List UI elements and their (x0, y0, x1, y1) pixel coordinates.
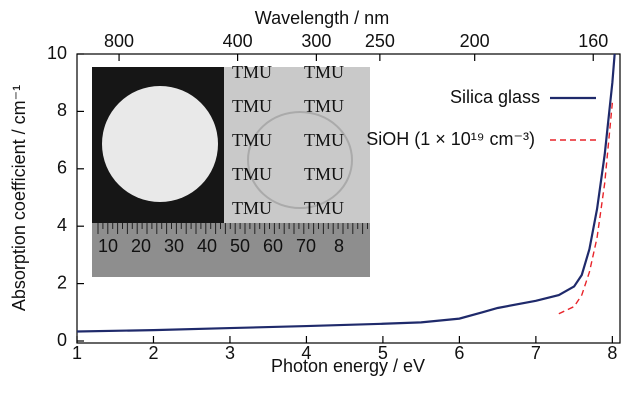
x-tick-label: 2 (148, 343, 158, 363)
x2-tick-label: 160 (578, 31, 608, 51)
x-tick-label: 8 (607, 343, 617, 363)
x-tick-label: 5 (378, 343, 388, 363)
ruler-label: 40 (197, 236, 217, 256)
inset-text: TMU (304, 62, 344, 82)
x-tick-label: 4 (301, 343, 311, 363)
series-line (76, 53, 616, 333)
y-tick-label: 8 (57, 100, 67, 120)
y-tick-label: 6 (57, 158, 67, 178)
ruler-label: 10 (98, 236, 118, 256)
ruler-label: 60 (263, 236, 283, 256)
x2-tick-label: 250 (365, 31, 395, 51)
x2-tick-label: 400 (223, 31, 253, 51)
y-axis-label: Absorption coefficient / cm⁻¹ (9, 85, 29, 311)
inset-text: TMU (232, 62, 272, 82)
inset-photo: TMU TMU TMU TMU TMU TMU TMU TMU TMU TMU 10 20 30 40 50… (92, 62, 370, 277)
inset-text: TMU (304, 164, 344, 184)
y-tick-label: 10 (47, 43, 67, 63)
y-tick-label: 2 (57, 272, 67, 292)
legend-label: Silica glass (450, 87, 540, 107)
y-tick-label: 0 (57, 330, 67, 350)
ruler-label: 70 (296, 236, 316, 256)
x2-tick-label: 200 (460, 31, 490, 51)
sample-disk (102, 86, 218, 202)
series-line (558, 102, 614, 315)
inset-text: TMU (304, 96, 344, 116)
ruler-label: 8 (334, 236, 344, 256)
legend-label: SiOH (1 × 10¹⁹ cm⁻³) (366, 129, 535, 149)
x-tick-label: 3 (225, 343, 235, 363)
x2-axis-label: Wavelength / nm (255, 8, 389, 28)
photo-paper (224, 67, 370, 223)
y-tick-label: 4 (57, 215, 67, 235)
inset-text: TMU (232, 130, 272, 150)
inset-text: TMU (232, 96, 272, 116)
inset-text: TMU (304, 198, 344, 218)
inset-text: TMU (304, 130, 344, 150)
x-tick-label: 1 (72, 343, 82, 363)
ruler-label: 30 (164, 236, 184, 256)
x2-tick-label: 300 (301, 31, 331, 51)
ruler-label: 50 (230, 236, 250, 256)
glass-disk (247, 111, 353, 209)
plot-frame (76, 53, 621, 344)
inset-text: TMU (232, 198, 272, 218)
x-axis-label: Photon energy / eV (271, 356, 425, 376)
x-tick-label: 6 (454, 343, 464, 363)
x2-tick-label: 800 (104, 31, 134, 51)
ruler-label: 20 (131, 236, 151, 256)
x-tick-label: 7 (531, 343, 541, 363)
inset-text: TMU (232, 164, 272, 184)
